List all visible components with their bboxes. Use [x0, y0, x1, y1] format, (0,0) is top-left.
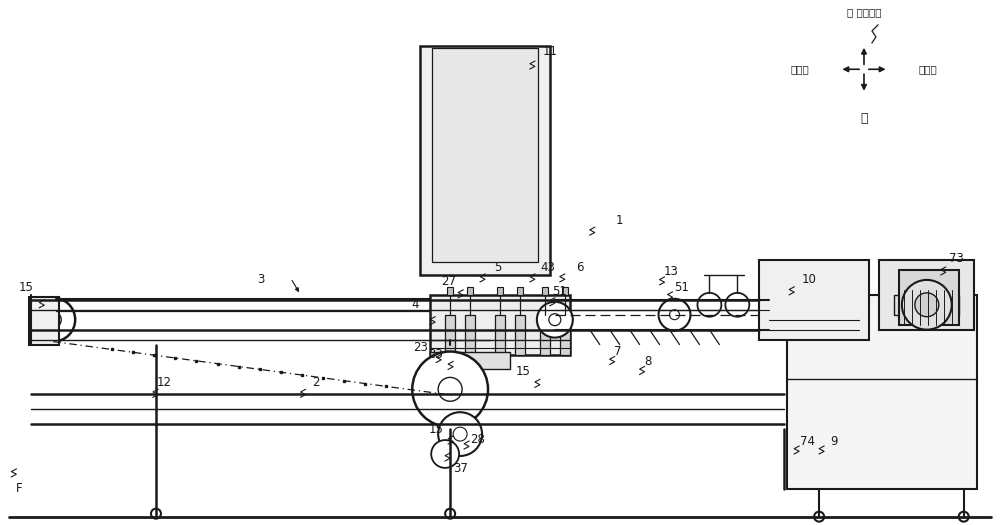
Text: 27: 27 [441, 276, 456, 288]
Bar [542, 287, 548, 295]
Text: 上游侧: 上游侧 [791, 64, 810, 74]
Text: 2: 2 [312, 376, 319, 389]
Circle shape [445, 509, 455, 519]
Text: 43: 43 [540, 261, 555, 275]
Bar [894, 295, 959, 314]
Circle shape [31, 298, 75, 342]
Text: 9: 9 [830, 435, 838, 447]
Bar [759, 260, 869, 340]
Circle shape [697, 293, 721, 317]
Text: F: F [16, 482, 23, 495]
Bar [432, 48, 538, 262]
Bar [465, 314, 475, 354]
Circle shape [659, 299, 690, 331]
Text: 10: 10 [802, 274, 817, 287]
Text: 15: 15 [19, 281, 34, 295]
Bar [445, 314, 455, 354]
Text: 23: 23 [413, 341, 428, 354]
Bar [29, 297, 59, 344]
Bar [787, 295, 977, 489]
Bar [430, 352, 510, 370]
Text: 8: 8 [644, 355, 651, 368]
Circle shape [725, 293, 749, 317]
Circle shape [902, 280, 952, 330]
Bar [495, 314, 505, 354]
Text: 上 输送方向: 上 输送方向 [847, 7, 881, 17]
Text: 74: 74 [800, 435, 815, 447]
Text: 51: 51 [552, 286, 567, 298]
Text: 51: 51 [674, 281, 689, 295]
Bar [879, 260, 974, 330]
Text: 7: 7 [614, 345, 621, 358]
Bar [540, 314, 550, 354]
Text: 33: 33 [428, 348, 443, 361]
Text: 28: 28 [471, 433, 485, 446]
Bar [467, 287, 473, 295]
Circle shape [412, 352, 488, 427]
Circle shape [453, 427, 467, 441]
Bar [562, 287, 568, 295]
Circle shape [915, 293, 939, 317]
Text: 15: 15 [429, 423, 444, 436]
Text: 5: 5 [494, 261, 502, 275]
Text: 下游侧: 下游侧 [918, 64, 937, 74]
Text: 4: 4 [411, 298, 419, 311]
Bar [420, 46, 550, 275]
Text: 15: 15 [515, 365, 530, 378]
Text: 3: 3 [257, 274, 264, 287]
Text: 1: 1 [616, 214, 623, 227]
Circle shape [537, 302, 573, 338]
Text: 13: 13 [664, 266, 679, 278]
Circle shape [814, 512, 824, 522]
Text: 37: 37 [453, 463, 468, 476]
Bar [899, 270, 959, 324]
Circle shape [438, 412, 482, 456]
Text: 11: 11 [542, 45, 557, 58]
Circle shape [959, 512, 969, 522]
Text: 73: 73 [949, 251, 964, 265]
Text: 12: 12 [156, 376, 171, 389]
Bar [517, 287, 523, 295]
Bar [430, 295, 570, 354]
Circle shape [549, 314, 561, 326]
Circle shape [151, 509, 161, 519]
Bar [497, 287, 503, 295]
Bar [515, 314, 525, 354]
Text: 下: 下 [860, 112, 868, 124]
Circle shape [438, 377, 462, 401]
Circle shape [670, 310, 680, 320]
Circle shape [431, 440, 459, 468]
Bar [560, 314, 570, 354]
Text: 6: 6 [576, 261, 584, 275]
Circle shape [45, 312, 61, 328]
Bar [447, 287, 453, 295]
